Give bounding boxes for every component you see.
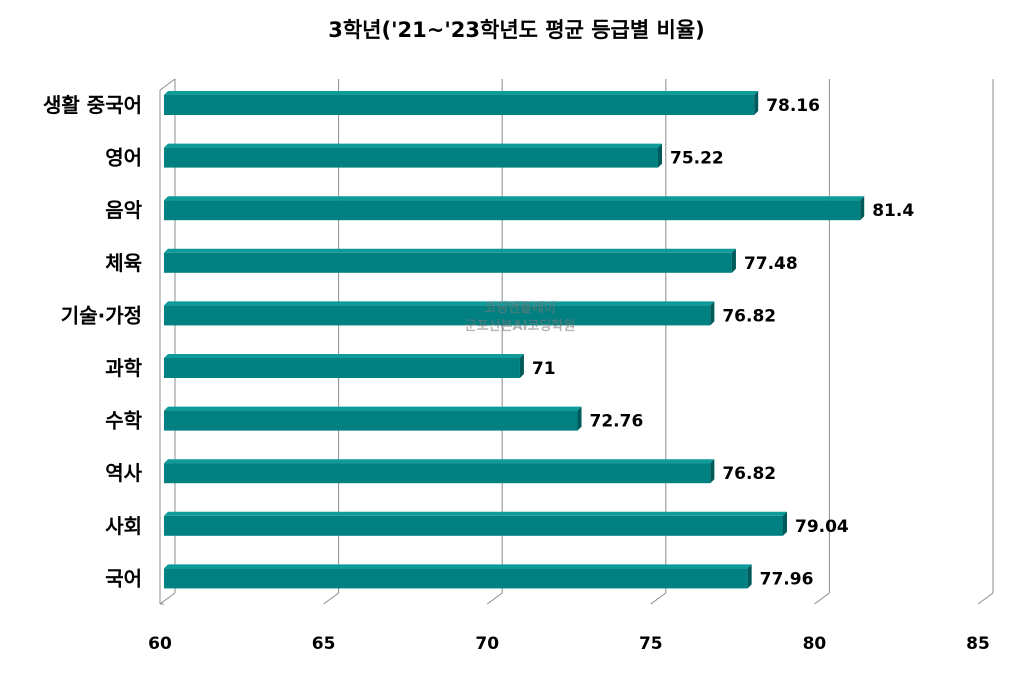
bar-top-face bbox=[164, 301, 715, 306]
data-label: 72.76 bbox=[590, 412, 644, 432]
floor-gridline bbox=[814, 592, 830, 605]
bar-end-face bbox=[577, 406, 582, 431]
bar-top-face bbox=[164, 564, 752, 569]
x-tick-label: 75 bbox=[639, 634, 663, 654]
data-label: 78.16 bbox=[766, 96, 820, 116]
bar-end-face bbox=[710, 301, 715, 326]
bars-layer bbox=[164, 91, 865, 589]
bar-top-face bbox=[164, 406, 582, 411]
floor-gridline bbox=[159, 592, 176, 605]
bar-end-face bbox=[657, 143, 662, 168]
floor-gridline bbox=[323, 592, 339, 605]
floor-gridline bbox=[977, 592, 994, 605]
watermark-line-1: 코딩앤플레이 bbox=[484, 301, 556, 316]
category-label: 기술·가정 bbox=[61, 303, 142, 327]
bar bbox=[164, 305, 711, 326]
x-tick-label: 60 bbox=[148, 634, 172, 654]
bar-top-face bbox=[164, 459, 715, 464]
data-label: 79.04 bbox=[795, 517, 849, 537]
bar-end-face bbox=[747, 564, 752, 589]
category-label: 음악 bbox=[105, 198, 142, 222]
bar bbox=[164, 95, 755, 115]
floor-gridline bbox=[486, 592, 503, 605]
bar bbox=[164, 358, 520, 378]
labels-layer: 60 65 70 75 80 85 생활 중국어 78.16 영어 75.22 음악 81.4 체육 77… bbox=[43, 93, 990, 654]
x-tick-label: 85 bbox=[966, 634, 990, 654]
category-label: 과학 bbox=[105, 356, 142, 380]
category-label: 생활 중국어 bbox=[43, 93, 142, 117]
chart-title: 3학년('21~'23학년도 평균 등급별 비율) bbox=[328, 18, 705, 42]
data-label: 76.82 bbox=[722, 464, 776, 484]
bar-top-face bbox=[164, 91, 759, 95]
data-label: 77.48 bbox=[744, 254, 798, 274]
bar-top-face bbox=[164, 354, 524, 358]
bar-end-face bbox=[731, 248, 736, 273]
bar-top-face bbox=[164, 511, 787, 516]
bar bbox=[164, 515, 783, 536]
data-label: 76.82 bbox=[722, 306, 776, 326]
data-label: 71 bbox=[532, 359, 556, 379]
category-label: 사회 bbox=[105, 514, 142, 538]
x-tick-label: 80 bbox=[803, 634, 827, 654]
x-tick-label: 70 bbox=[475, 634, 499, 654]
data-label: 77.96 bbox=[760, 569, 814, 589]
bar bbox=[164, 147, 658, 168]
category-label: 영어 bbox=[105, 146, 142, 170]
category-label: 역사 bbox=[105, 461, 142, 485]
bar bbox=[164, 252, 732, 273]
category-label: 수학 bbox=[105, 409, 142, 433]
bar-end-face bbox=[710, 459, 715, 484]
category-label: 체육 bbox=[105, 251, 142, 275]
bar-top-face bbox=[164, 248, 736, 253]
data-label: 75.22 bbox=[670, 149, 724, 169]
bar-top-face bbox=[164, 143, 662, 148]
floor-gridline bbox=[650, 592, 667, 605]
bar-end-face bbox=[782, 511, 787, 536]
bar-end-face bbox=[754, 91, 759, 115]
bar-end-face bbox=[519, 354, 524, 378]
bar bbox=[164, 410, 578, 431]
data-label: 81.4 bbox=[872, 201, 914, 221]
category-label: 국어 bbox=[105, 566, 142, 590]
watermark-line-2: 군포산본AI코딩학원 bbox=[464, 319, 576, 334]
bar bbox=[164, 568, 748, 589]
axis-top-edge bbox=[159, 78, 176, 91]
x-tick-label: 65 bbox=[312, 634, 336, 654]
bar-top-face bbox=[164, 196, 865, 201]
watermark: 코딩앤플레이 군포산본AI코딩학원 bbox=[440, 300, 600, 336]
bar bbox=[164, 463, 711, 484]
bar bbox=[164, 200, 861, 221]
bar-end-face bbox=[860, 196, 865, 221]
